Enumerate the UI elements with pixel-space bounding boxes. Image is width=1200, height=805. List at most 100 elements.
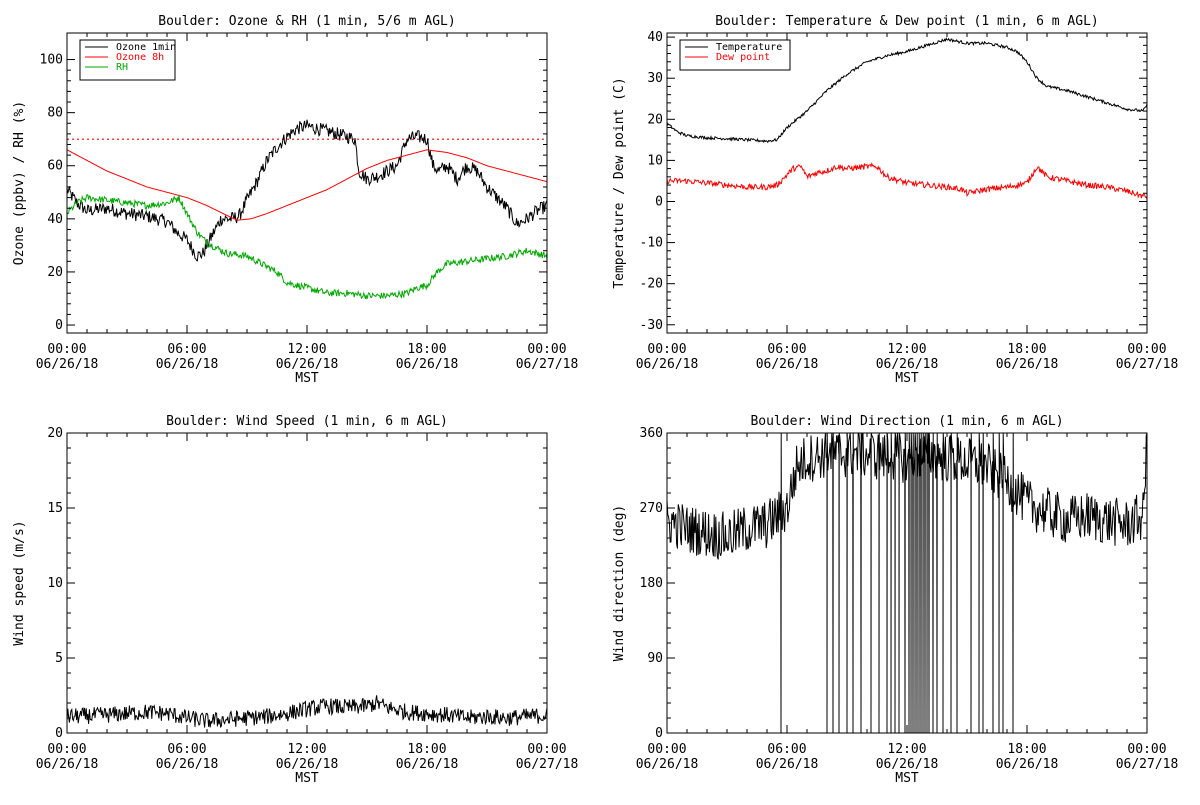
y-tick-label: 180 [640, 576, 663, 591]
x-tick-time-label: 00:00 [47, 342, 86, 357]
series-line-1 [67, 695, 547, 729]
y-axis-label: Temperature / Dew point (C) [612, 77, 627, 288]
y-axis-label: Wind speed (m/s) [12, 520, 27, 645]
legend-label: Ozone 1min [116, 42, 176, 53]
y-tick-label: 60 [47, 159, 63, 174]
x-tick-time-label: 18:00 [407, 342, 446, 357]
x-tick-date-label: 06/26/18 [396, 757, 459, 772]
y-axis-label: Wind direction (deg) [612, 505, 627, 662]
legend-label: Dew point [716, 52, 770, 63]
legend-box [679, 39, 791, 71]
y-tick-label: 80 [47, 106, 63, 121]
y-tick-label: 360 [640, 426, 663, 441]
x-tick-time-label: 00:00 [647, 342, 686, 357]
plot-frame [66, 432, 548, 734]
y-tick-label: 0 [55, 726, 63, 741]
x-tick-time-label: 00:00 [527, 342, 566, 357]
y-tick-label: 20 [47, 265, 63, 280]
x-tick-time-label: 12:00 [887, 742, 926, 757]
x-tick-date-label: 06/27/18 [516, 757, 579, 772]
x-tick-date-label: 06/26/18 [876, 357, 939, 372]
x-tick-date-label: 06/27/18 [1116, 357, 1179, 372]
x-tick-date-label: 06/26/18 [36, 757, 99, 772]
y-tick-label: 5 [55, 651, 63, 666]
chart-title: Boulder: Wind Direction (1 min, 6 m AGL) [750, 414, 1063, 429]
series-line-1 [67, 119, 547, 262]
y-tick-label: 0 [655, 194, 663, 209]
x-axis-label: MST [295, 771, 319, 786]
y-tick-label: 0 [655, 726, 663, 741]
y-tick-label: 40 [647, 30, 663, 45]
x-tick-time-label: 18:00 [1007, 742, 1046, 757]
x-tick-date-label: 06/26/18 [156, 757, 219, 772]
x-tick-date-label: 06/26/18 [756, 757, 819, 772]
x-tick-date-label: 06/26/18 [276, 757, 339, 772]
x-tick-date-label: 06/27/18 [1116, 757, 1179, 772]
x-axis-label: MST [895, 771, 919, 786]
series-line-1 [667, 433, 1147, 733]
x-tick-date-label: 06/26/18 [636, 757, 699, 772]
y-tick-label: 10 [647, 153, 663, 168]
y-tick-label: -30 [640, 318, 663, 333]
y-tick-label: 90 [647, 651, 663, 666]
series-group [667, 433, 1147, 733]
y-tick-label: 15 [47, 501, 63, 516]
x-tick-time-label: 06:00 [167, 342, 206, 357]
chart-title: Boulder: Temperature & Dew point (1 min,… [715, 14, 1099, 29]
x-tick-time-label: 06:00 [767, 742, 806, 757]
chart-panel-1: Boulder: Ozone & RH (1 min, 5/6 m AGL) Oz… [12, 14, 578, 386]
x-tick-time-label: 12:00 [287, 742, 326, 757]
y-tick-label: -20 [640, 277, 663, 292]
y-tick-label: 20 [647, 112, 663, 127]
x-tick-date-label: 06/26/18 [396, 357, 459, 372]
x-tick-date-label: 06/26/18 [36, 357, 99, 372]
series-line-2 [67, 149, 547, 221]
legend-box [79, 39, 176, 81]
y-tick-label: 0 [55, 318, 63, 333]
legend-label: Ozone 8h [116, 52, 164, 63]
series-line-3 [67, 194, 547, 300]
chart-title: Boulder: Ozone & RH (1 min, 5/6 m AGL) [158, 14, 455, 29]
x-tick-date-label: 06/27/18 [516, 357, 579, 372]
x-tick-time-label: 06:00 [767, 342, 806, 357]
y-tick-label: -10 [640, 236, 663, 251]
y-tick-label: 100 [40, 53, 63, 68]
legend-label: RH [116, 62, 128, 73]
x-tick-time-label: 00:00 [1127, 742, 1166, 757]
x-tick-date-label: 06/26/18 [276, 357, 339, 372]
x-tick-time-label: 12:00 [287, 342, 326, 357]
x-tick-date-label: 06/26/18 [156, 357, 219, 372]
chart-panel-4: Boulder: Wind Direction (1 min, 6 m AGL)… [612, 414, 1178, 786]
x-axis-label: MST [895, 371, 919, 386]
x-tick-time-label: 06:00 [167, 742, 206, 757]
y-tick-label: 270 [640, 501, 663, 516]
x-tick-time-label: 00:00 [1127, 342, 1166, 357]
y-axis-label: Ozone (ppbv) / RH (%) [12, 101, 27, 265]
x-tick-date-label: 06/26/18 [876, 757, 939, 772]
series-line-1 [667, 37, 1147, 144]
legend-label: Temperature [716, 42, 782, 53]
y-tick-label: 20 [47, 426, 63, 441]
x-axis-label: MST [295, 371, 319, 386]
x-tick-date-label: 06/26/18 [756, 357, 819, 372]
series-group [67, 119, 547, 300]
y-tick-label: 30 [647, 71, 663, 86]
x-tick-time-label: 00:00 [527, 742, 566, 757]
plot-frame [666, 432, 1148, 734]
x-tick-time-label: 12:00 [887, 342, 926, 357]
series-line-2 [667, 162, 1147, 200]
y-tick-label: 10 [47, 576, 63, 591]
chart-panel-3: Boulder: Wind Speed (1 min, 6 m AGL) Wind… [12, 414, 578, 786]
chart-title: Boulder: Wind Speed (1 min, 6 m AGL) [166, 414, 448, 429]
x-tick-time-label: 00:00 [647, 742, 686, 757]
x-tick-time-label: 18:00 [407, 742, 446, 757]
series-group [667, 37, 1147, 200]
chart-panel-2: Boulder: Temperature & Dew point (1 min,… [612, 14, 1178, 386]
series-group [67, 695, 547, 729]
x-tick-time-label: 00:00 [47, 742, 86, 757]
x-tick-date-label: 06/26/18 [636, 357, 699, 372]
x-tick-time-label: 18:00 [1007, 342, 1046, 357]
x-tick-date-label: 06/26/18 [996, 357, 1059, 372]
